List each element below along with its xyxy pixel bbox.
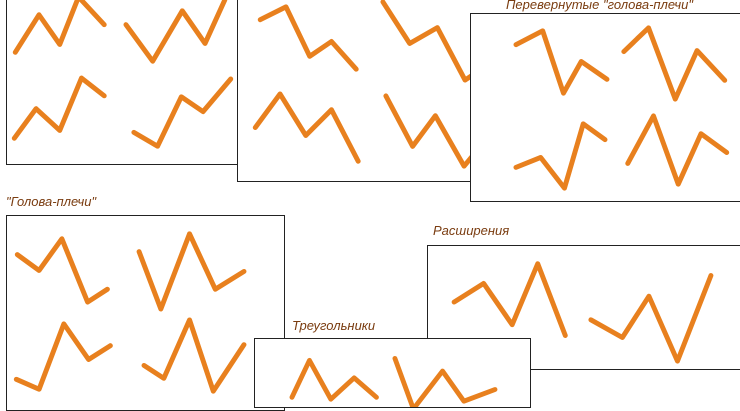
pattern-line <box>14 236 110 305</box>
pattern-line <box>131 76 234 149</box>
pattern-line <box>392 356 498 407</box>
caption-inverse-head-shoulders: Перевернутые "голова-плечи" <box>506 0 693 13</box>
pattern-line <box>513 28 610 96</box>
caption-broadening: Расширения <box>433 223 510 239</box>
caption-triangles: Треугольники <box>292 318 376 334</box>
pattern-line <box>12 0 107 55</box>
pattern-line <box>252 91 361 164</box>
pattern-line <box>13 321 113 392</box>
pattern-panel-top-left <box>6 0 240 165</box>
pattern-line <box>625 113 730 187</box>
caption-head-shoulders: "Голова-плечи" <box>6 194 97 210</box>
pattern-line <box>451 261 568 339</box>
pattern-line <box>621 25 728 102</box>
pattern-line <box>257 4 359 72</box>
pattern-line <box>588 273 714 364</box>
pattern-panel-inverse-head-shoulders <box>470 13 740 202</box>
pattern-panel-top-middle <box>237 0 515 182</box>
pattern-line <box>11 75 107 141</box>
pattern-panel-triangles <box>254 338 531 408</box>
pattern-line <box>289 357 379 402</box>
pattern-panel-head-shoulders <box>6 215 285 411</box>
pattern-line <box>123 0 228 64</box>
pattern-line <box>136 231 247 312</box>
pattern-line <box>141 317 247 394</box>
pattern-line <box>513 121 608 191</box>
